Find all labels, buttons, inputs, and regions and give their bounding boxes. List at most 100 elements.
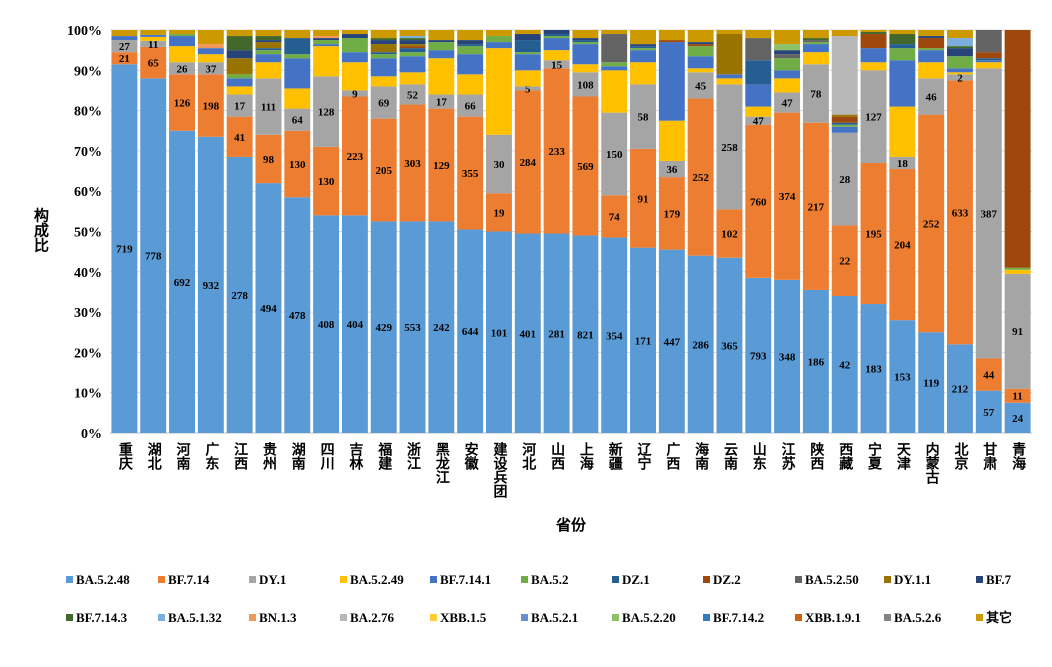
bar-segment [658,120,685,161]
data-label: 91 [638,193,649,205]
data-label: 11 [148,39,158,51]
data-label: 793 [750,350,767,362]
data-label: 205 [375,165,392,177]
bar-segment [831,126,858,133]
legend-label: BA.2.76 [350,610,395,625]
bar-segment [399,72,426,85]
bar-segment [947,74,973,81]
data-label: 252 [923,218,940,230]
bar-segment [716,84,743,210]
data-label: 17 [234,101,246,113]
bar-segment [341,90,368,97]
x-tick-label: 天津 [895,442,911,471]
bar-segment [802,64,829,123]
data-label: 41 [234,132,245,144]
bar-segment [860,62,887,71]
bar-segment [918,30,945,37]
bar-segment [572,72,599,97]
legend-swatch [612,576,619,583]
bar-segment [774,70,801,79]
legend-label: BA.5.2.1 [531,610,578,625]
bar-segment [370,54,397,59]
bar-segment [630,148,656,248]
bar-segment [428,94,455,109]
bar-segment [889,30,916,35]
bar-segment [255,40,282,43]
bar-segment [313,146,340,216]
bar-segment [975,58,1002,61]
bar-segment [947,48,973,57]
bar-segment [918,48,945,51]
bar-segment [399,56,426,73]
bar-segment [486,30,512,37]
data-label: 348 [779,351,796,363]
data-label: 19 [493,207,505,219]
legend-swatch [884,576,891,583]
bar-segment [918,50,945,63]
bar-segment [486,193,512,232]
y-axis-ticks: 0% 10% 20% 30% 40% 50% 60% 70% 80% 90% 100% [67,24,102,442]
data-label: 126 [174,98,191,110]
data-label: 150 [606,149,623,161]
data-label: 101 [491,327,508,339]
data-label: 74 [609,211,621,223]
bar-segment [745,84,772,107]
x-tick-label: 内蒙古 [924,441,940,485]
legend-label: BF.7.14.2 [713,610,764,625]
bar-segment [601,237,628,433]
bar-segment [226,86,253,95]
data-label: 52 [407,89,419,101]
bar-segment [860,34,887,49]
bar-segment [774,112,801,280]
bar-segment [687,68,714,73]
x-tick-label: 陕西 [808,441,824,471]
legend-swatch [430,614,437,621]
bar-segment [197,136,224,434]
bar-segment [802,52,829,65]
bar-segment [947,30,973,39]
bar-segment [947,80,973,345]
bar-segment [802,30,829,39]
bar-segment [572,38,599,41]
bar-segment [601,70,628,113]
bar-segment [860,48,887,63]
bar-segment [313,215,340,433]
x-tick-label: 广东 [203,441,219,471]
data-label: 553 [404,322,421,334]
data-label: 65 [148,58,160,70]
data-label: 429 [375,322,392,334]
bar-segment [457,116,484,230]
bar-segment [572,96,599,236]
bar-segment [716,74,743,79]
data-label: 98 [263,154,275,166]
data-label: 78 [810,88,822,100]
bar-segment [341,96,368,216]
legend-swatch [612,614,619,621]
bar-segment [169,62,195,75]
bar-segment [774,92,801,113]
bar-segment [140,34,167,37]
bar-segment [284,58,311,89]
data-label: 760 [750,196,767,208]
bar-segment [399,30,426,37]
bar-segment [745,116,772,125]
bar-segment [428,108,455,222]
bar-segment [255,30,282,37]
bar-segment [169,30,195,35]
bar-segment [169,74,195,131]
data-label: 204 [894,240,911,252]
bar-segment [918,78,945,115]
data-label: 447 [664,336,681,348]
bar-segment [399,38,426,41]
legend-swatch [703,576,710,583]
bar-segment [226,36,253,51]
bar-segment [918,332,945,433]
data-label: 47 [782,98,794,110]
bar-segment [947,56,973,69]
data-label: 44 [983,370,995,382]
bar-segment [716,257,743,433]
bar-segment [341,38,368,53]
x-tick-label: 青海 [1010,441,1026,471]
legend-label: BF.7 [986,572,1012,587]
